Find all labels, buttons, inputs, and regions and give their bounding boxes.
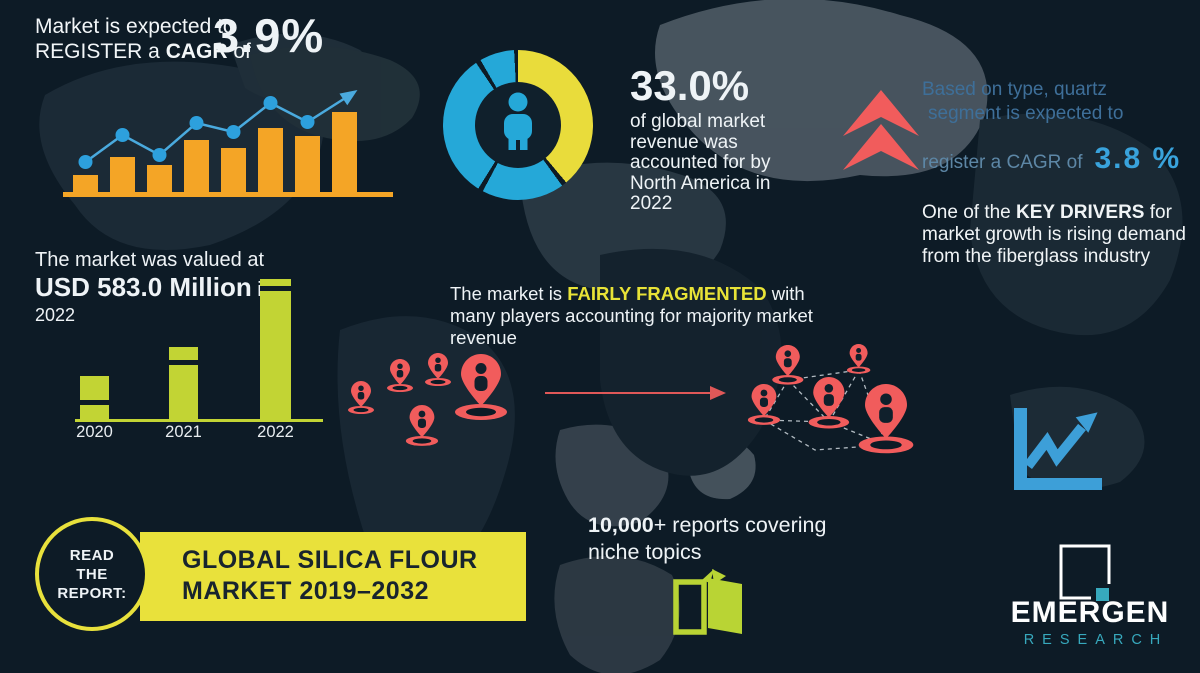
growth-chart-icon xyxy=(1014,408,1102,490)
map-pin-icon xyxy=(348,381,374,414)
bar xyxy=(169,347,198,419)
map-pin-icon xyxy=(387,359,413,392)
map-pins-scattered xyxy=(348,353,507,446)
trend-arrow-icon xyxy=(78,89,358,169)
bar xyxy=(258,128,283,192)
x-axis-label: 2021 xyxy=(165,423,202,441)
donut-chart xyxy=(443,50,593,200)
map-pin-icon xyxy=(772,345,804,385)
map-pins-network xyxy=(747,344,914,454)
bar xyxy=(295,136,320,192)
brand-logo-icon xyxy=(1059,544,1113,604)
x-axis-label: 2022 xyxy=(257,423,294,441)
market-value-bar-chart: 2020 2021 2022 xyxy=(75,272,325,442)
report-title-banner[interactable]: GLOBAL SILICA FLOUR MARKET 2019–2032 xyxy=(140,532,526,621)
person-icon xyxy=(504,92,532,150)
quartz-line2: segment is expected to xyxy=(928,103,1124,124)
bar xyxy=(147,165,172,192)
valuation-line1: The market was valued at xyxy=(35,249,264,271)
bar xyxy=(80,376,109,419)
key-driver-text: One of the KEY DRIVERS for market growth… xyxy=(922,202,1186,267)
x-axis-label: 2020 xyxy=(76,423,113,441)
cagr-value: 3.9% xyxy=(213,9,325,62)
bar xyxy=(110,157,135,192)
map-pin-icon xyxy=(455,354,507,420)
bar xyxy=(260,279,291,419)
valuation-stat: The market was valued at USD 583.0 Milli… xyxy=(35,248,335,325)
quartz-value: 3.8 % xyxy=(1094,142,1182,175)
donut-desc: of global market revenue was accounted f… xyxy=(630,111,771,214)
brand-name: EMERGEN xyxy=(1010,596,1170,629)
donut-stat: 33.0% of global market revenue was accou… xyxy=(630,64,805,215)
open-book-icon xyxy=(673,569,742,635)
brand-subtitle: RESEARCH xyxy=(1023,632,1169,648)
cagr-stat-line1: Market is expected to xyxy=(35,15,235,38)
reports-count-text: 10,000+ reports covering niche topics xyxy=(588,513,827,564)
cagr-bar-chart xyxy=(63,82,393,197)
donut-value: 33.0% xyxy=(630,62,750,109)
valuation-year: 2022 xyxy=(35,305,76,325)
read-report-button[interactable]: READ THE REPORT: xyxy=(35,517,149,631)
value-chart-axis xyxy=(75,419,323,422)
bar xyxy=(221,148,246,192)
report-title-line2: MARKET 2019–2032 xyxy=(182,577,430,605)
quartz-stat: Based on type, quartz segment is expecte… xyxy=(922,78,1192,176)
cagr-chart-axis xyxy=(63,192,393,197)
quartz-line1: Based on type, quartz xyxy=(922,79,1107,100)
cagr-stat-line2: REGISTER a CAGR of xyxy=(35,40,251,63)
quartz-line3: register a CAGR of xyxy=(922,152,1083,173)
bar xyxy=(73,175,98,192)
map-pin-icon xyxy=(846,344,871,374)
map-pin-icon xyxy=(425,353,451,386)
bar xyxy=(184,140,209,192)
cagr-stat: Market is expected to REGISTER a CAGR of… xyxy=(35,9,395,74)
map-pin-icon xyxy=(808,377,850,429)
arrow-right-icon xyxy=(545,386,726,400)
double-chevron-up-icon xyxy=(843,90,919,170)
map-pin-icon xyxy=(405,405,439,446)
map-pin-icon xyxy=(858,384,914,454)
map-pin-icon xyxy=(747,384,781,425)
report-title-line1: GLOBAL SILICA FLOUR xyxy=(182,546,478,574)
bar xyxy=(332,112,357,192)
fragmented-text: The market is FAIRLY FRAGMENTED with man… xyxy=(450,283,813,348)
